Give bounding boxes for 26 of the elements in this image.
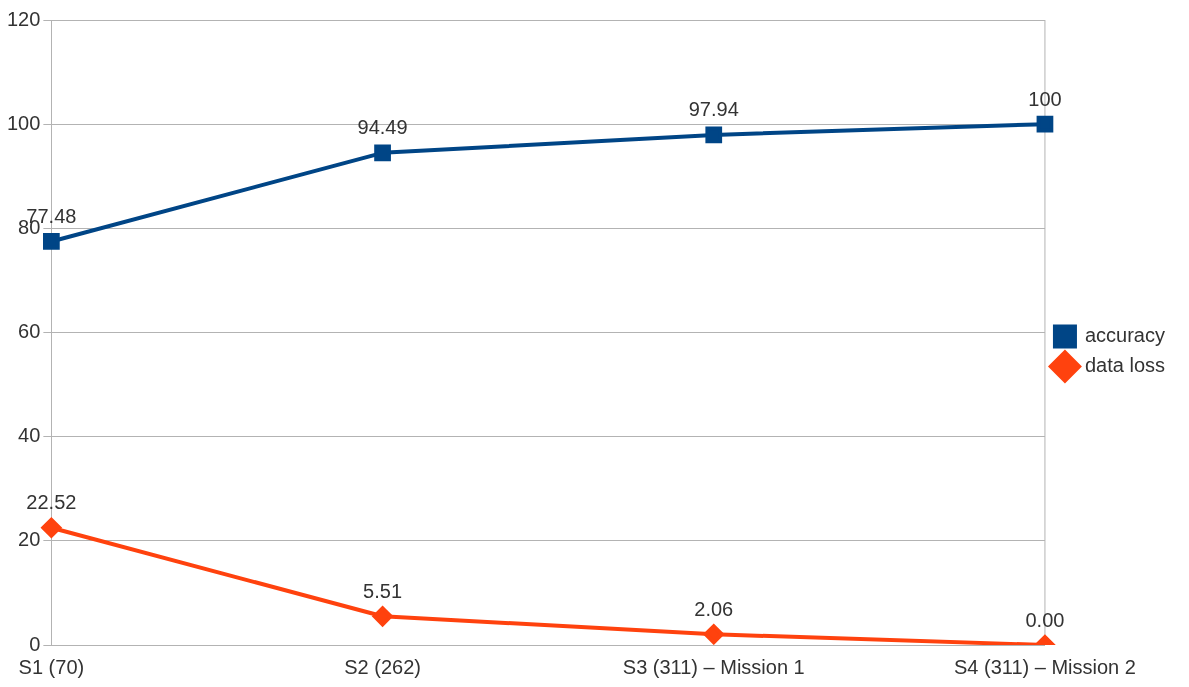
y-tick-label: 0	[29, 632, 41, 655]
data-label: 22.52	[26, 491, 77, 514]
x-tick-label: S3 (311) – Mission 1	[622, 655, 805, 678]
data-label: 97.94	[688, 98, 739, 121]
x-tick-label: S4 (311) – Mission 2	[953, 655, 1136, 678]
y-tick-label: 100	[6, 111, 41, 134]
data-label: 100	[1028, 87, 1062, 110]
y-tick-label: 40	[18, 424, 41, 447]
data-label: 0.00	[1025, 608, 1065, 631]
point	[1036, 115, 1054, 133]
legend-label: data loss	[1084, 354, 1166, 377]
x-tick-label: S1 (70)	[18, 655, 85, 678]
y-tick-label: 20	[18, 528, 41, 551]
y-tick-label: 120	[6, 7, 41, 30]
x-tick-label: S2 (262)	[344, 655, 421, 678]
data-label: 2.06	[694, 597, 734, 620]
legend-label: accuracy	[1084, 324, 1165, 347]
point	[372, 606, 393, 627]
point	[43, 233, 60, 250]
data-label: 94.49	[357, 116, 408, 139]
point	[703, 624, 724, 645]
point	[705, 126, 723, 144]
point	[374, 144, 391, 162]
point	[41, 517, 62, 538]
data-label: 5.51	[363, 579, 403, 602]
y-tick-label: 60	[18, 320, 41, 343]
